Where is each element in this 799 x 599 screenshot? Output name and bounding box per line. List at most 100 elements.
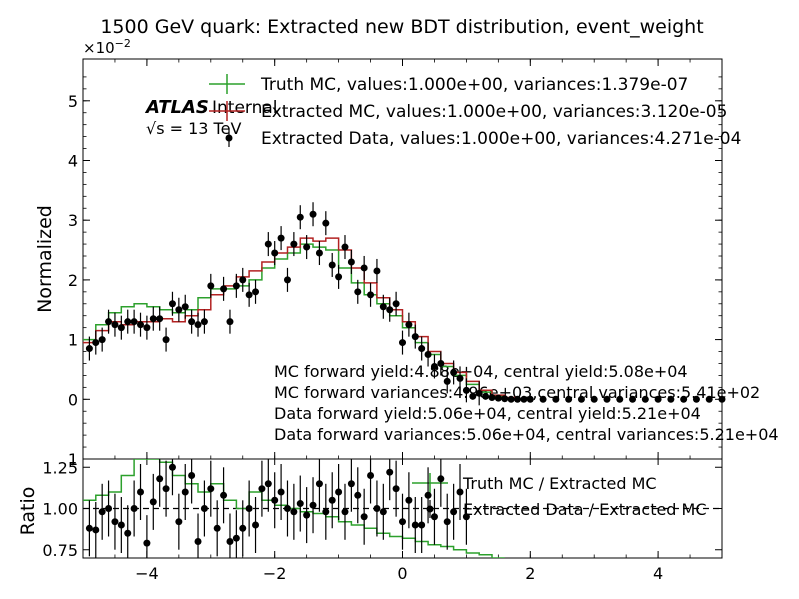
ratio-point [207, 485, 215, 493]
data-point [239, 276, 247, 284]
ratio-point [105, 505, 113, 512]
ratio-point [92, 526, 100, 534]
legend-extracted-data: Extracted Data, values:1.000e+00, varian… [261, 129, 741, 149]
data-point [290, 240, 298, 248]
data-point [232, 282, 240, 290]
ratio-point [239, 524, 247, 532]
data-point [577, 395, 585, 403]
main-legend: Truth MC, values:1.000e+00, variances:1.… [209, 74, 741, 149]
ratio-point [194, 538, 202, 545]
data-point [507, 395, 515, 403]
ratio-point [156, 475, 164, 483]
data-point [565, 395, 573, 403]
data-point [188, 318, 196, 326]
data-point [386, 306, 394, 314]
ratio-point [392, 485, 400, 493]
data-point [296, 213, 304, 221]
chart-title: 1500 GeV quark: Extracted new BDT distri… [100, 16, 703, 38]
data-point [705, 395, 713, 403]
main-y-tick-label: 1 [68, 331, 78, 350]
ratio-point [149, 498, 157, 506]
data-point [283, 276, 291, 284]
data-point [654, 395, 662, 403]
ratio-point [335, 488, 343, 496]
ratio-point [98, 508, 106, 516]
ratio-point [168, 463, 176, 471]
data-point [456, 374, 464, 382]
ratio-point [283, 505, 291, 512]
data-point [443, 377, 451, 385]
ratio-point [379, 508, 387, 516]
ratio-point [245, 505, 253, 512]
ratio-point [462, 513, 470, 521]
data-point [437, 359, 445, 367]
legend-ratio-data: Extracted Data / Extracted MC [463, 500, 707, 519]
ratio-point [418, 521, 426, 529]
ratio-point [309, 501, 317, 509]
data-point [303, 243, 311, 251]
data-point [111, 321, 119, 329]
ratio-point [213, 524, 221, 532]
data-point [226, 318, 234, 326]
ratio-point [264, 480, 272, 488]
data-point [347, 258, 355, 266]
data-point [143, 324, 151, 332]
data-point [462, 386, 470, 394]
ratio-point [411, 521, 419, 529]
main-plot-area: 1 0 1 2 3 4 5 [68, 59, 726, 469]
ratio-point [386, 468, 394, 476]
data-point [130, 318, 138, 326]
data-point [494, 394, 502, 402]
ratio-point [430, 513, 438, 521]
data-point [207, 282, 215, 290]
ratio-point [143, 539, 151, 547]
ratio-point [424, 491, 432, 499]
y-exponent-power: −2 [115, 37, 131, 50]
data-point [469, 392, 477, 400]
legend-extracted-data-swatch [225, 134, 233, 142]
main-y-tick-label: 2 [68, 271, 78, 290]
atlas-internal-label: Internal [212, 98, 278, 118]
data-point [539, 395, 547, 403]
ratio-point [258, 485, 266, 493]
data-point [277, 234, 285, 242]
annotation-mc-variances: MC forward variances:4.96e+03,central va… [274, 383, 760, 402]
x-tick-label: −2 [263, 564, 287, 583]
ratio-point [399, 518, 406, 526]
data-point [245, 291, 253, 299]
ratio-point [175, 518, 183, 526]
ratio-point [328, 496, 336, 504]
ratio-point [322, 508, 330, 516]
data-point [220, 285, 228, 293]
data-point [117, 324, 125, 332]
data-point [367, 291, 375, 299]
data-point [379, 303, 387, 311]
data-point [181, 303, 189, 311]
ratio-point [296, 500, 304, 508]
data-point [450, 368, 458, 376]
ratio-point [373, 505, 381, 512]
data-point [680, 395, 688, 403]
data-point [156, 315, 164, 323]
data-point [424, 351, 432, 359]
annotation-data-yield: Data forward yield:5.06e+04, central yie… [274, 404, 701, 423]
ratio-point [450, 508, 458, 516]
data-point [98, 336, 106, 344]
x-tick-label: 0 [397, 564, 407, 583]
main-ylabel: Normalized [34, 205, 56, 313]
ratio-point [315, 480, 323, 488]
data-point [526, 395, 534, 403]
data-point [354, 288, 362, 296]
data-point [430, 362, 438, 370]
data-point [200, 318, 208, 326]
data-point [175, 306, 183, 314]
ratio-point [405, 496, 413, 504]
data-point [373, 267, 381, 275]
ratio-point [271, 496, 279, 504]
data-point [335, 273, 343, 281]
data-point [718, 395, 726, 403]
data-point [482, 392, 490, 400]
ratio-point [367, 472, 375, 479]
data-point [475, 389, 483, 397]
ratio-point [360, 513, 368, 521]
